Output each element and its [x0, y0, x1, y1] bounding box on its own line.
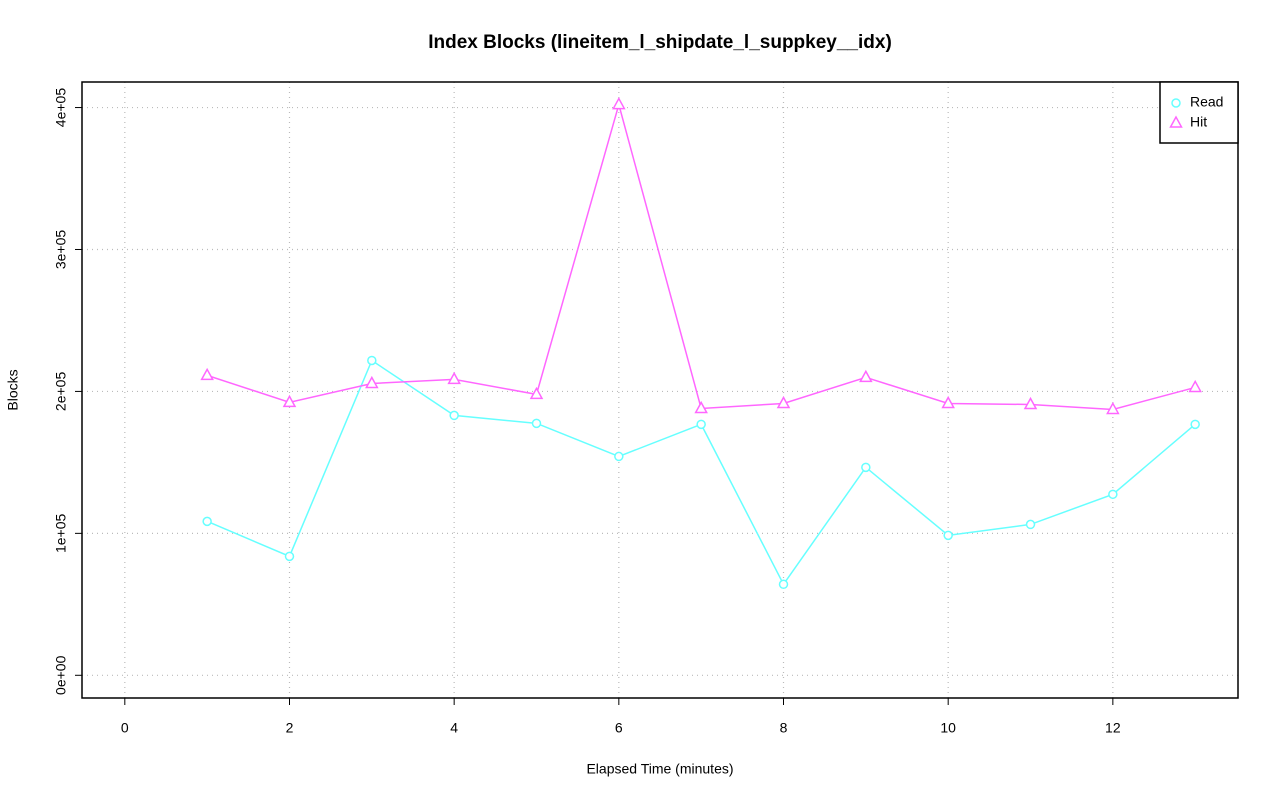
data-point: [529, 386, 544, 400]
data-point: [365, 375, 379, 389]
legend-symbol: [1171, 98, 1181, 108]
data-point: [694, 400, 708, 414]
data-point: [612, 97, 626, 110]
data-point: [449, 410, 459, 421]
x-tick-label: 10: [940, 720, 956, 736]
data-point: [1108, 489, 1118, 500]
y-tick-label: 3e+05: [53, 230, 69, 270]
data-point: [696, 419, 706, 430]
y-tick-label: 4e+05: [53, 88, 69, 128]
x-tick-label: 12: [1105, 720, 1121, 736]
y-axis-label: Blocks: [5, 369, 21, 410]
data-point: [1188, 379, 1202, 393]
data-point: [282, 394, 297, 408]
series-line: [206, 359, 1196, 586]
legend-label: Read: [1190, 94, 1223, 110]
legend-label: Hit: [1190, 114, 1207, 130]
data-point: [614, 451, 624, 462]
plot-frame: [81, 81, 1239, 699]
x-tick-label: 2: [286, 720, 294, 736]
x-tick-label: 0: [121, 720, 129, 736]
data-point: [447, 371, 461, 385]
x-axis-label: Elapsed Time (minutes): [586, 761, 733, 777]
legend-box: [1159, 81, 1239, 144]
chart-title: Index Blocks (lineitem_l_shipdate_l_supp…: [428, 32, 892, 53]
data-point: [1023, 396, 1038, 410]
x-tick-label: 6: [615, 720, 623, 736]
x-tick-label: 8: [780, 720, 788, 736]
data-point: [861, 462, 871, 473]
data-point: [1190, 419, 1200, 430]
data-point: [367, 355, 377, 366]
y-tick-label: 2e+05: [53, 372, 69, 412]
data-point: [1025, 519, 1036, 530]
data-point: [859, 369, 873, 383]
data-point: [202, 516, 212, 527]
data-point: [1106, 401, 1120, 415]
y-tick-label: 1e+05: [53, 513, 69, 553]
data-point: [284, 551, 295, 562]
y-tick-label: 0e+00: [53, 655, 69, 695]
data-point: [943, 530, 953, 541]
x-tick-label: 4: [450, 720, 458, 736]
legend-symbol: [1169, 115, 1183, 128]
data-point: [941, 395, 955, 409]
data-point: [778, 579, 789, 590]
data-point: [776, 395, 791, 409]
data-point: [531, 418, 542, 429]
data-point: [200, 367, 214, 381]
series-line: [206, 101, 1196, 411]
